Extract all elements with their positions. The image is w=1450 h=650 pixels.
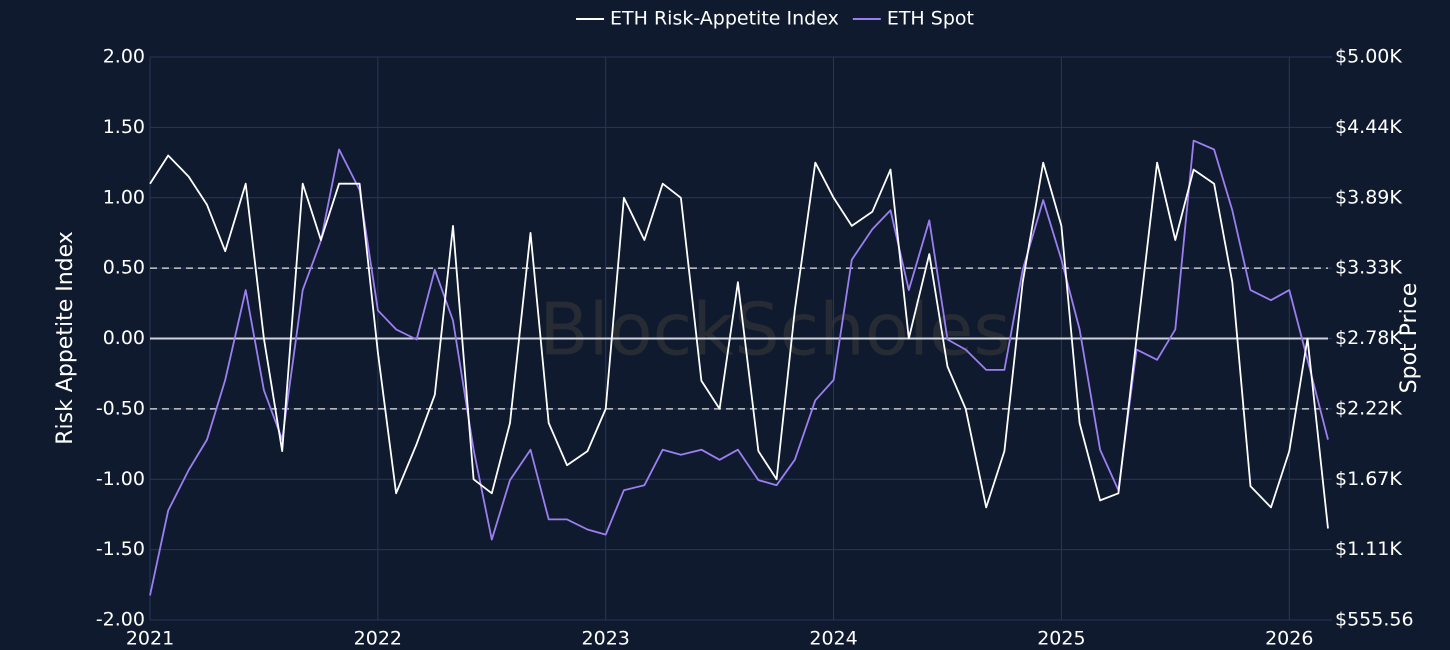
y2-axis-label: Spot Price bbox=[1397, 283, 1422, 394]
y2-tick-label: $2.22K bbox=[1335, 397, 1402, 419]
watermark: BlockScholes bbox=[539, 288, 1011, 372]
y-tick-label: 1.00 bbox=[103, 186, 145, 208]
y-tick-label: -0.50 bbox=[96, 397, 145, 419]
y2-tick-label: $1.11K bbox=[1335, 538, 1402, 560]
legend-label: ETH Risk-Appetite Index bbox=[610, 8, 839, 30]
y2-tick-label: $2.78K bbox=[1335, 327, 1402, 349]
y2-tick-label: $1.67K bbox=[1335, 468, 1402, 490]
legend-label: ETH Spot bbox=[887, 8, 974, 30]
y-tick-label: 0.00 bbox=[103, 327, 145, 349]
y2-tick-label: $4.44K bbox=[1335, 116, 1402, 138]
y-tick-label: -1.00 bbox=[96, 468, 145, 490]
y-tick-label: 0.50 bbox=[103, 257, 145, 279]
y-axis-label: Risk Appetite Index bbox=[53, 231, 78, 445]
series-line bbox=[149, 154, 1329, 529]
x-tick-label: 2024 bbox=[809, 628, 857, 650]
x-tick-label: 2025 bbox=[1037, 628, 1085, 650]
x-tick-label: 2026 bbox=[1265, 628, 1313, 650]
legend: ETH Risk-Appetite Index ETH Spot bbox=[576, 8, 974, 30]
x-tick-label: 2021 bbox=[126, 628, 174, 650]
y2-tick-label: $3.33K bbox=[1335, 257, 1402, 279]
y-tick-label: 2.00 bbox=[103, 46, 145, 68]
x-tick-label: 2023 bbox=[582, 628, 630, 650]
y2-tick-label: $3.89K bbox=[1335, 186, 1402, 208]
x-tick-label: 2022 bbox=[354, 628, 402, 650]
y-tick-label: -1.50 bbox=[96, 538, 145, 560]
y2-tick-label: $555.56 bbox=[1335, 609, 1414, 631]
y-tick-label: 1.50 bbox=[103, 116, 145, 138]
y2-tick-label: $5.00K bbox=[1335, 46, 1402, 68]
y-tick-label: -2.00 bbox=[96, 609, 145, 631]
